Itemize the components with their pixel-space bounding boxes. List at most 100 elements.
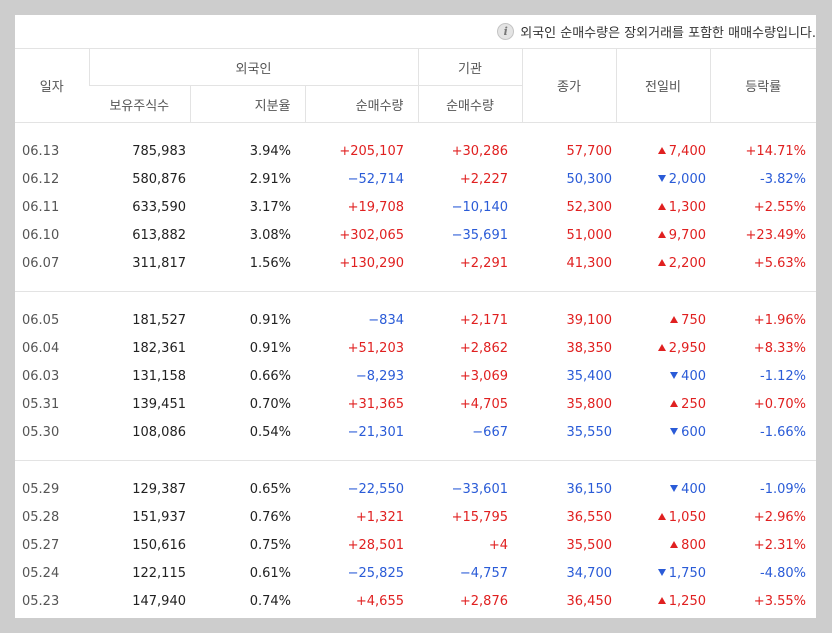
holdings-cell: 147,940 (132, 593, 186, 609)
header-date: 일자 (15, 48, 89, 123)
rate-cell: -3.82% (760, 171, 806, 187)
foreign-net-cell: −8,293 (355, 368, 404, 384)
holdings-cell: 150,616 (132, 537, 186, 553)
triangle-up-icon (657, 202, 666, 210)
table-row: 06.03 131,158 0.66% −8,293 +3,069 35,400 400 -1… (15, 362, 816, 390)
rate-cell: +14.71% (745, 143, 806, 159)
trading-table: 일자 외국인 기관 종가 전일비 등락률 보유주식수 지분율 순매수량 순매수량… (15, 48, 816, 615)
table-row: 06.10 613,882 3.08% +302,065 −35,691 51,000 9,… (15, 221, 816, 249)
foreign-net-cell: +1,321 (355, 509, 404, 525)
change-value: 1,250 (668, 593, 706, 609)
table-row: 06.04 182,361 0.91% +51,203 +2,862 38,350 2,95… (15, 334, 816, 362)
rate-cell: -4.80% (760, 565, 806, 581)
holdings-cell: 151,937 (132, 509, 186, 525)
date-cell: 05.28 (22, 509, 60, 525)
table-row: 06.05 181,527 0.91% −834 +2,171 39,100 750 +1.9… (15, 306, 816, 334)
rate-cell: +8.33% (753, 340, 806, 356)
holdings-cell: 108,086 (132, 424, 186, 440)
triangle-up-icon (657, 343, 666, 351)
close-cell: 52,300 (566, 199, 613, 215)
date-cell: 06.04 (22, 340, 60, 356)
triangle-down-icon (670, 427, 679, 435)
date-cell: 05.27 (22, 537, 60, 553)
close-cell: 50,300 (566, 171, 613, 187)
inst-net-cell: −35,691 (451, 227, 508, 243)
header-foreign-net: 순매수량 (304, 85, 418, 123)
table-row: 05.29 129,387 0.65% −22,550 −33,601 36,150 400… (15, 475, 816, 503)
inst-net-cell: −10,140 (451, 199, 508, 215)
inst-net-cell: +2,876 (459, 593, 508, 609)
change-cell: 2,200 (616, 249, 710, 277)
header-change: 전일비 (615, 48, 710, 123)
header-foreign: 외국인 (88, 48, 418, 86)
table-row: 05.30 108,086 0.54% −21,301 −667 35,550 600 -1.… (15, 418, 816, 446)
date-cell: 06.10 (22, 227, 60, 243)
share-cell: 3.08% (249, 227, 291, 243)
change-value: 600 (681, 424, 706, 440)
rate-cell: -1.12% (760, 368, 806, 384)
inst-net-cell: +30,286 (451, 143, 508, 159)
notice-text: 외국인 순매수량은 장외거래를 포함한 매매수량입니다. (520, 25, 816, 41)
share-cell: 0.65% (249, 481, 291, 497)
rate-cell: +5.63% (753, 255, 806, 271)
inst-net-cell: −33,601 (451, 481, 508, 497)
foreign-net-cell: +51,203 (347, 340, 404, 356)
triangle-up-icon (670, 399, 679, 407)
foreign-net-cell: +28,501 (347, 537, 404, 553)
change-cell: 9,700 (616, 221, 710, 249)
info-icon[interactable]: i (497, 22, 515, 40)
date-cell: 06.03 (22, 368, 60, 384)
foreign-net-cell: −22,550 (347, 481, 404, 497)
foreign-net-cell: −25,825 (347, 565, 404, 581)
change-value: 750 (681, 312, 706, 328)
change-value: 250 (681, 396, 706, 412)
inst-net-cell: +4 (488, 537, 508, 553)
share-cell: 0.61% (249, 565, 291, 581)
date-cell: 06.13 (22, 143, 60, 159)
share-cell: 0.91% (249, 312, 291, 328)
change-cell: 750 (616, 306, 710, 334)
change-value: 2,950 (668, 340, 706, 356)
close-cell: 57,700 (566, 143, 613, 159)
table-row: 05.24 122,115 0.61% −25,825 −4,757 34,700 1,75… (15, 559, 816, 587)
rate-cell: +1.96% (753, 312, 806, 328)
holdings-cell: 131,158 (132, 368, 186, 384)
inst-net-cell: +4,705 (459, 396, 508, 412)
table-row: 06.13 785,983 3.94% +205,107 +30,286 57,700 7,… (15, 137, 816, 165)
share-cell: 2.91% (249, 171, 291, 187)
table-row: 06.11 633,590 3.17% +19,708 −10,140 52,300 1,3… (15, 193, 816, 221)
change-cell: 400 (616, 362, 710, 390)
triangle-up-icon (657, 596, 666, 604)
group-divider (15, 291, 816, 292)
inst-net-cell: +3,069 (459, 368, 508, 384)
inst-net-cell: +2,171 (459, 312, 508, 328)
share-cell: 0.70% (249, 396, 291, 412)
holdings-cell: 122,115 (132, 565, 186, 581)
inst-net-cell: +2,227 (459, 171, 508, 187)
date-cell: 06.07 (22, 255, 60, 271)
change-cell: 600 (616, 418, 710, 446)
holdings-cell: 633,590 (132, 199, 186, 215)
share-cell: 0.76% (249, 509, 291, 525)
table-header: 일자 외국인 기관 종가 전일비 등락률 보유주식수 지분율 순매수량 순매수량 (15, 48, 816, 123)
close-cell: 35,550 (566, 424, 613, 440)
triangle-up-icon (657, 512, 666, 520)
share-cell: 0.75% (249, 537, 291, 553)
triangle-down-icon (670, 484, 679, 492)
rate-cell: +0.70% (753, 396, 806, 412)
header-inst-net: 순매수량 (417, 85, 522, 123)
change-value: 7,400 (668, 143, 706, 159)
change-value: 400 (681, 481, 706, 497)
holdings-cell: 139,451 (132, 396, 186, 412)
holdings-cell: 613,882 (132, 227, 186, 243)
inst-net-cell: −667 (472, 424, 508, 440)
foreign-net-cell: +205,107 (339, 143, 404, 159)
triangle-up-icon (670, 540, 679, 548)
date-cell: 05.29 (22, 481, 60, 497)
share-cell: 3.17% (249, 199, 291, 215)
rate-cell: +3.55% (753, 593, 806, 609)
change-cell: 1,300 (616, 193, 710, 221)
change-value: 9,700 (668, 227, 706, 243)
share-cell: 3.94% (249, 143, 291, 159)
date-cell: 05.23 (22, 593, 60, 609)
